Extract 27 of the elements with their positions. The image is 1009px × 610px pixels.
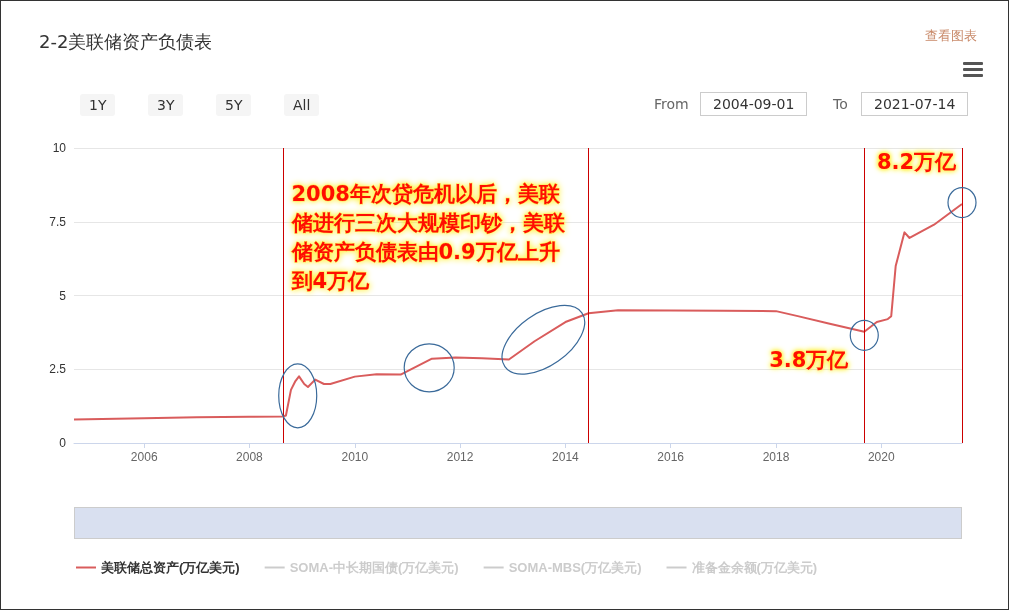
y-tick-label: 2.5 [49, 362, 67, 377]
text: 2004-09-01 [700, 92, 808, 116]
y-tick-label: 10 [52, 141, 67, 155]
legend-label: 美联储总资产(万亿美元) [100, 560, 240, 575]
text: 5Y [216, 94, 252, 116]
x-tick-label: 2006 [130, 450, 158, 464]
text: 2021-07-14 [861, 92, 969, 116]
text: All [284, 94, 320, 116]
y-tick-label: 0 [59, 436, 67, 450]
x-tick-label: 2020 [867, 450, 895, 464]
x-tick-label: 2010 [341, 450, 369, 464]
text: 查看图表 [925, 27, 977, 45]
annotation: 8.2万亿 [877, 149, 957, 177]
text: From [654, 96, 689, 112]
chart-title: 2-2美联储资产负债表 [39, 30, 213, 52]
text: 1Y [80, 94, 116, 116]
x-tick-label: 2016 [657, 450, 685, 464]
text: To [833, 96, 848, 112]
x-tick-label: 2008 [236, 450, 264, 464]
annotation: 3.8万亿 [769, 346, 849, 374]
y-tick-label: 5 [59, 288, 67, 303]
text: 3Y [148, 94, 184, 116]
annotation: 2008年次贷危机以后，美联储进行三次大规模印钞，美联储资产负债表由0.9万亿上升到4万亿 [290, 181, 566, 293]
x-tick-label: 2014 [552, 450, 580, 464]
y-tick-label: 7.5 [49, 214, 67, 229]
x-tick-label: 2018 [762, 450, 790, 464]
x-tick-label: 2012 [446, 450, 474, 464]
